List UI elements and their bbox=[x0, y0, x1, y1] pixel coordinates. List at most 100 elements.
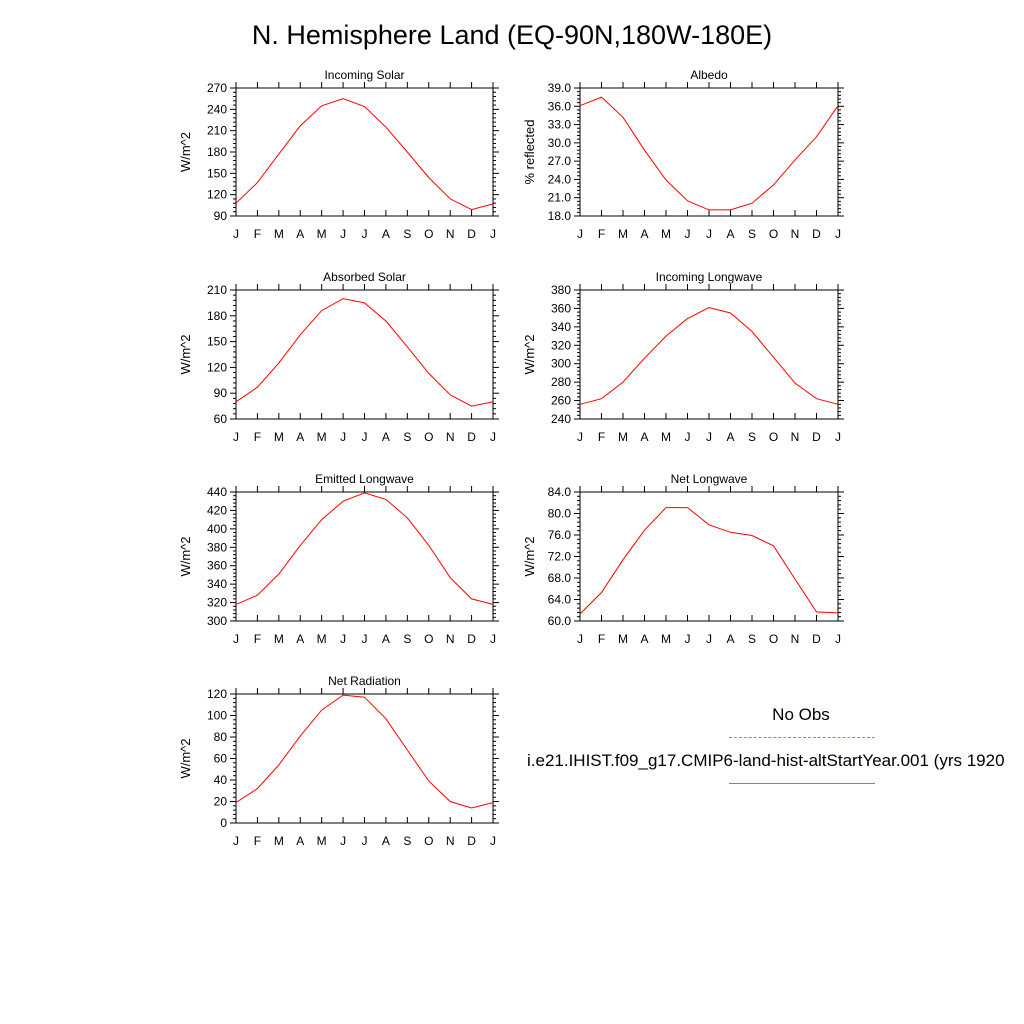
x-tick-label: N bbox=[446, 834, 455, 848]
y-axis-label: W/m^2 bbox=[522, 334, 537, 374]
panel-title: Net Radiation bbox=[328, 674, 401, 688]
plot-frame bbox=[235, 491, 494, 622]
x-tick-label: J bbox=[706, 430, 712, 444]
x-tick-label: J bbox=[233, 632, 239, 646]
x-tick-label: M bbox=[618, 430, 628, 444]
series-line-1 bbox=[235, 492, 494, 605]
x-tick-label: O bbox=[424, 834, 433, 848]
series-line-1 bbox=[235, 694, 494, 809]
x-tick-label: O bbox=[424, 430, 433, 444]
series-line-1 bbox=[235, 298, 494, 407]
y-axis-label: W/m^2 bbox=[178, 132, 193, 172]
y-tick-label: 320 bbox=[551, 338, 571, 352]
x-tick-label: D bbox=[812, 430, 821, 444]
plot-frame bbox=[579, 491, 839, 622]
x-tick-label: S bbox=[403, 632, 411, 646]
y-tick-label: 64.0 bbox=[548, 593, 572, 607]
chart-panel-5: J F M A M J J A S O N D J300320340360380400420440Emi… bbox=[178, 472, 499, 646]
x-tick-label: S bbox=[403, 430, 411, 444]
y-tick-label: 21.0 bbox=[548, 191, 572, 205]
x-tick-label: D bbox=[467, 834, 476, 848]
y-tick-label: 300 bbox=[551, 357, 571, 371]
x-tick-label: F bbox=[598, 430, 605, 444]
y-tick-label: 60 bbox=[214, 752, 228, 766]
y-tick-label: 90 bbox=[214, 209, 228, 223]
x-tick-label: A bbox=[382, 227, 390, 241]
y-tick-label: 180 bbox=[207, 145, 227, 159]
x-tick-label: F bbox=[598, 227, 605, 241]
y-tick-label: 90 bbox=[214, 386, 228, 400]
x-tick-label: J bbox=[835, 632, 841, 646]
x-tick-label: J bbox=[706, 632, 712, 646]
y-axis-label: W/m^2 bbox=[178, 738, 193, 778]
y-tick-label: 60 bbox=[214, 412, 228, 426]
y-tick-label: 30.0 bbox=[548, 136, 572, 150]
series-line-1 bbox=[579, 96, 839, 211]
y-tick-label: 0 bbox=[220, 816, 227, 830]
panel-title: Albedo bbox=[690, 68, 728, 82]
x-tick-label: J bbox=[340, 227, 346, 241]
y-axis-label: W/m^2 bbox=[178, 334, 193, 374]
y-axis-label: W/m^2 bbox=[178, 536, 193, 576]
x-tick-label: J bbox=[490, 834, 496, 848]
y-tick-label: 18.0 bbox=[548, 209, 572, 223]
y-tick-label: 340 bbox=[207, 577, 227, 591]
x-tick-label: M bbox=[274, 834, 284, 848]
y-tick-label: 360 bbox=[551, 301, 571, 315]
x-tick-label: A bbox=[640, 227, 648, 241]
x-tick-label: O bbox=[769, 430, 778, 444]
x-tick-label: N bbox=[446, 227, 455, 241]
y-tick-label: 72.0 bbox=[548, 550, 572, 564]
plot-frame bbox=[235, 693, 494, 824]
y-tick-label: 380 bbox=[551, 283, 571, 297]
x-tick-label: A bbox=[726, 227, 734, 241]
y-tick-label: 240 bbox=[207, 102, 227, 116]
x-tick-label: J bbox=[577, 430, 583, 444]
x-tick-label: A bbox=[640, 430, 648, 444]
x-tick-label: M bbox=[317, 834, 327, 848]
x-tick-label: S bbox=[748, 632, 756, 646]
x-tick-label: J bbox=[577, 227, 583, 241]
y-tick-label: 40 bbox=[214, 773, 228, 787]
y-tick-label: 320 bbox=[207, 596, 227, 610]
chart-panel-2: J F M A M J J A S O N D J18.021.024.027.030.033.036.… bbox=[522, 68, 844, 241]
x-tick-label: J bbox=[685, 227, 691, 241]
x-tick-label: M bbox=[661, 430, 671, 444]
y-tick-label: 20 bbox=[214, 795, 228, 809]
y-tick-label: 210 bbox=[207, 124, 227, 138]
x-tick-label: A bbox=[640, 632, 648, 646]
x-tick-label: D bbox=[467, 632, 476, 646]
y-tick-label: 39.0 bbox=[548, 81, 572, 95]
x-tick-label: S bbox=[748, 227, 756, 241]
x-tick-label: J bbox=[706, 227, 712, 241]
y-tick-label: 80 bbox=[214, 730, 228, 744]
x-tick-label: D bbox=[467, 227, 476, 241]
x-tick-label: S bbox=[403, 227, 411, 241]
x-tick-label: J bbox=[685, 430, 691, 444]
x-tick-label: A bbox=[296, 834, 304, 848]
x-tick-label: M bbox=[274, 430, 284, 444]
y-tick-label: 400 bbox=[207, 522, 227, 536]
y-tick-label: 24.0 bbox=[548, 172, 572, 186]
x-tick-label: J bbox=[490, 430, 496, 444]
x-tick-label: J bbox=[233, 834, 239, 848]
panel-title: Net Longwave bbox=[671, 472, 748, 486]
x-tick-label: D bbox=[467, 430, 476, 444]
plot-frame bbox=[579, 289, 839, 420]
x-tick-label: M bbox=[317, 632, 327, 646]
x-tick-label: J bbox=[835, 227, 841, 241]
y-tick-label: 440 bbox=[207, 485, 227, 499]
y-tick-label: 180 bbox=[207, 309, 227, 323]
x-tick-label: J bbox=[490, 227, 496, 241]
y-tick-label: 240 bbox=[551, 412, 571, 426]
chart-panel-6: J F M A M J J A S O N D J60.064.068.072.076.080.084.… bbox=[522, 472, 844, 646]
x-tick-label: J bbox=[685, 632, 691, 646]
x-tick-label: J bbox=[577, 632, 583, 646]
y-tick-label: 360 bbox=[207, 559, 227, 573]
x-tick-label: J bbox=[362, 227, 368, 241]
x-tick-label: M bbox=[661, 227, 671, 241]
panel-title: Absorbed Solar bbox=[323, 270, 406, 284]
